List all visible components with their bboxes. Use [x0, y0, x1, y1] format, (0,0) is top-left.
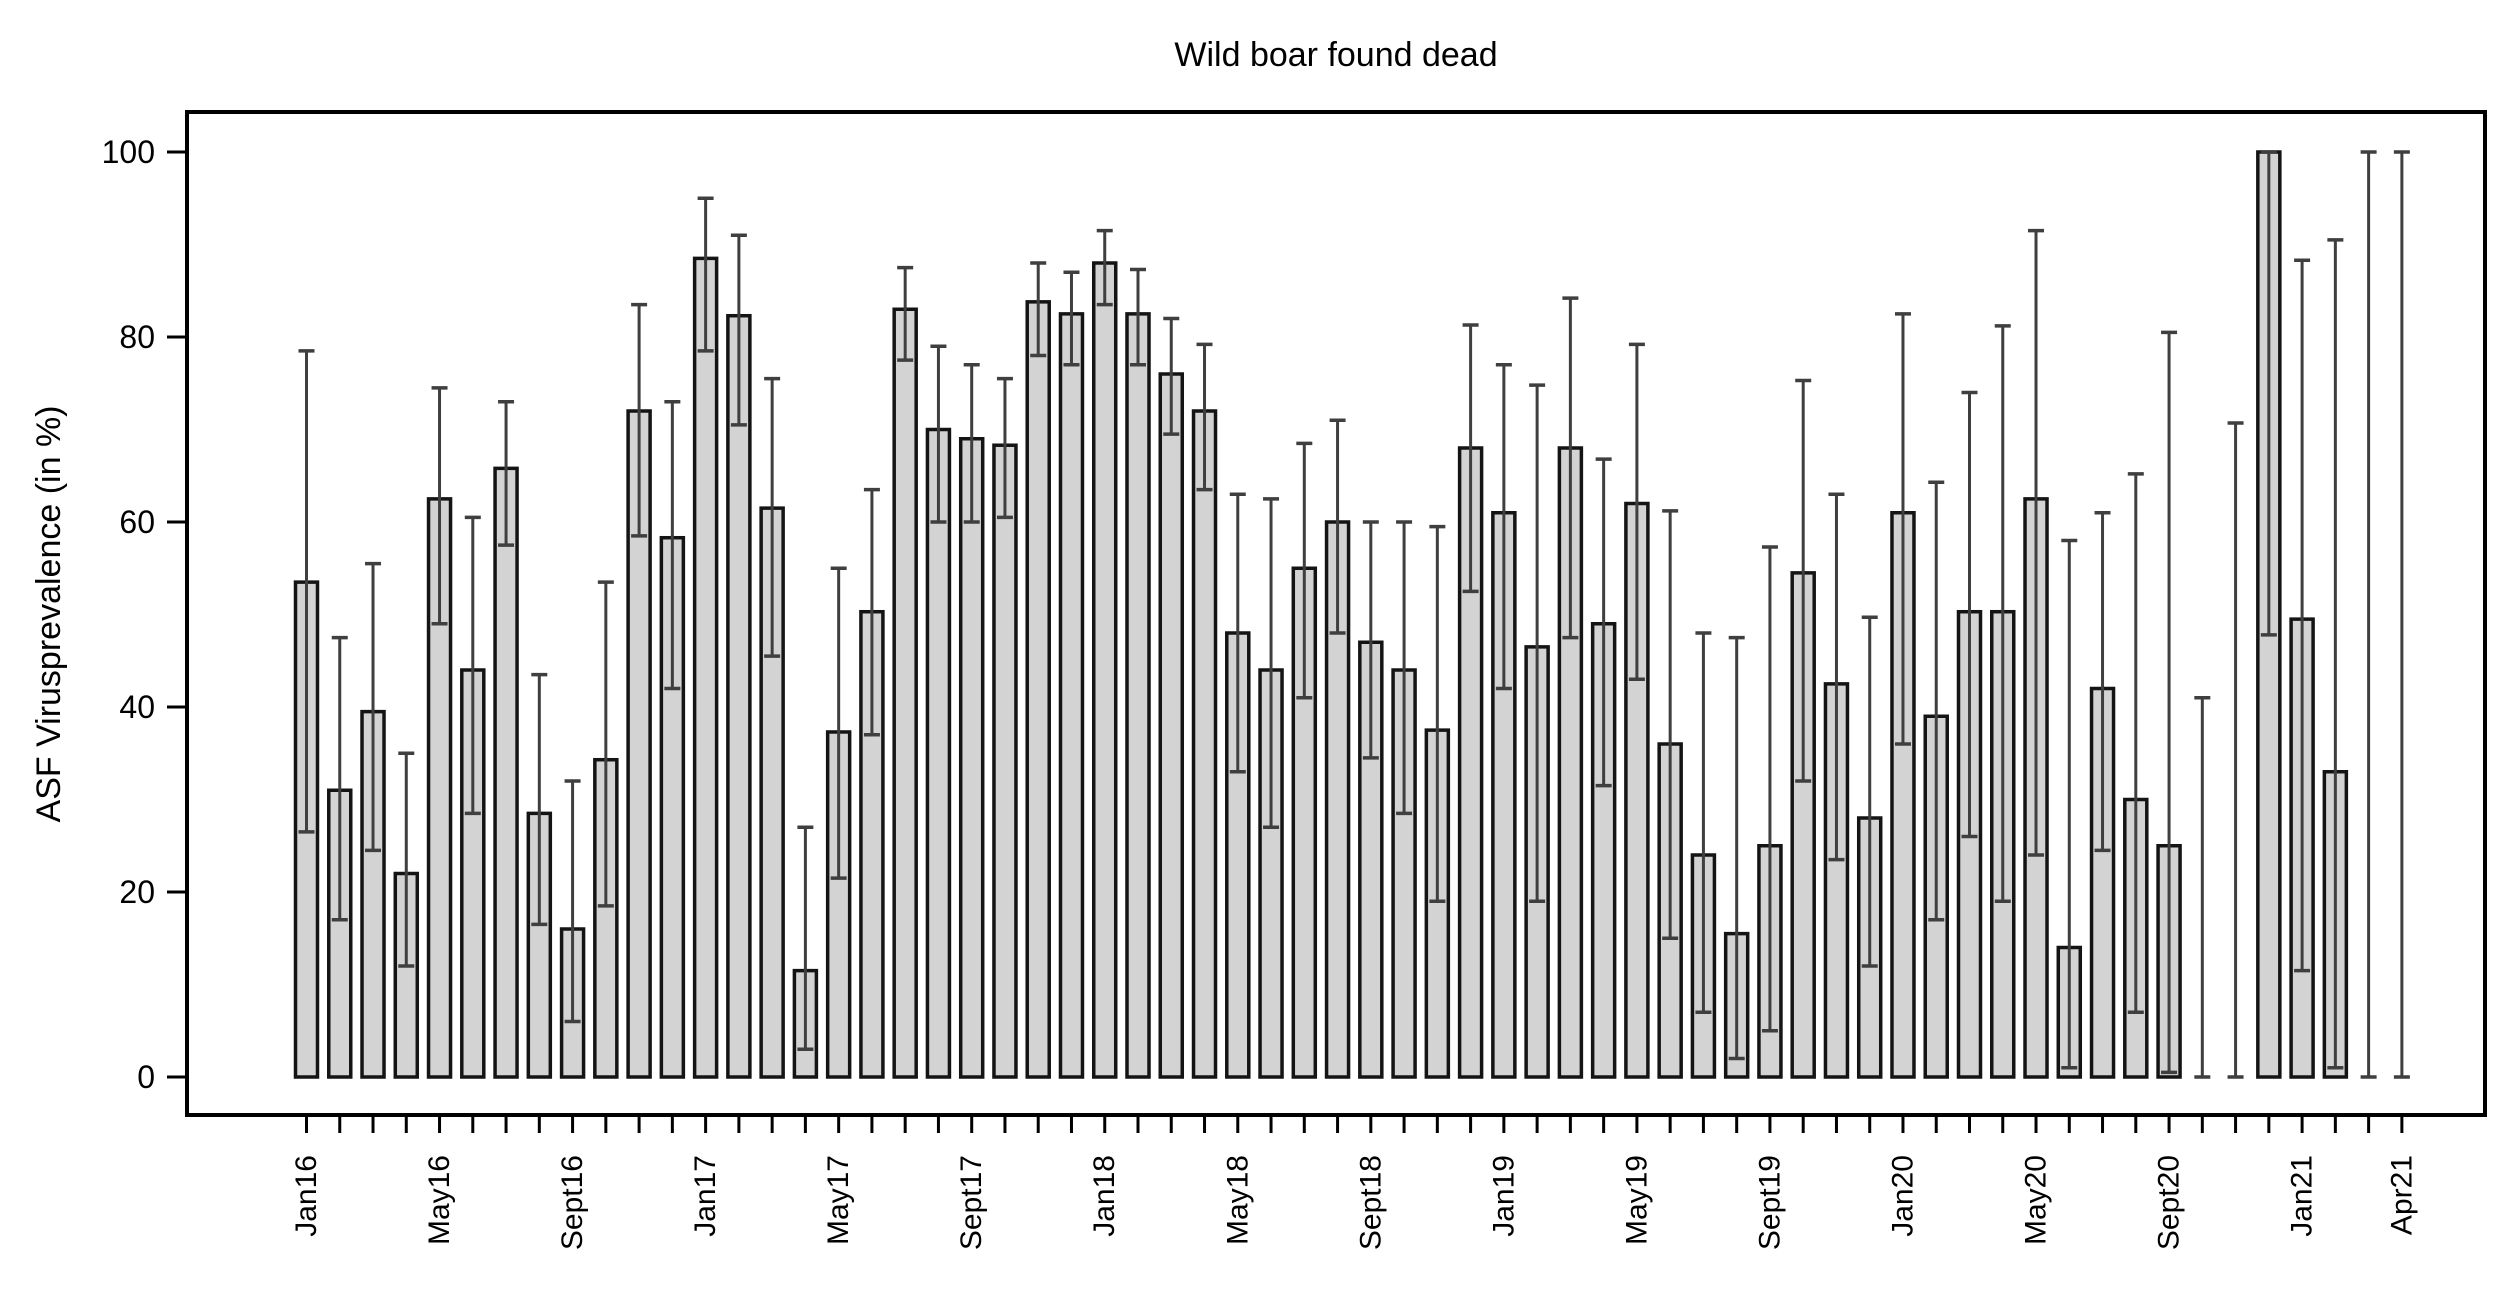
x-tick-label: Jan21 [2286, 1155, 2319, 1237]
bar-Oct17 [992, 443, 1018, 1079]
bar-Jul17 [892, 307, 918, 1079]
x-tick-label: Apr21 [2385, 1155, 2418, 1235]
y-tick-label: 60 [119, 504, 155, 540]
bar-Apr18 [1191, 409, 1218, 1079]
bar-Feb18 [1125, 312, 1151, 1079]
y-tick-label: 20 [119, 874, 155, 910]
bar-Jan18 [1091, 261, 1118, 1079]
bar-Mar18 [1158, 372, 1185, 1079]
x-tick-label: May19 [1620, 1155, 1653, 1245]
x-tick-label: May16 [423, 1155, 456, 1245]
x-tick-label: Jan16 [290, 1155, 323, 1237]
bar-Jul16 [493, 466, 519, 1079]
x-tick-label: May18 [1221, 1155, 1254, 1245]
bar-Nov17 [1025, 300, 1051, 1079]
y-tick-label: 80 [119, 319, 155, 355]
x-tick-label: May20 [2020, 1155, 2053, 1245]
plot-area: 0 20 40 60 80 100 Jan16 May16 Sept16 Jan17 May17 Se… [102, 110, 2487, 1250]
x-tick-label: Jan17 [689, 1155, 722, 1237]
y-tick-label: 0 [137, 1059, 155, 1095]
y-axis-title: ASF Virusprevalence (in %) [30, 406, 68, 823]
x-tick-label: Jan18 [1088, 1155, 1121, 1237]
bar-Jan17 [692, 256, 719, 1079]
x-tick-label: Sept20 [2153, 1155, 2186, 1250]
bar-Dec17 [1058, 312, 1085, 1079]
x-tick-label: May17 [822, 1155, 855, 1245]
x-tick-label: Sept17 [955, 1155, 988, 1250]
bar-Sept17 [958, 437, 985, 1079]
x-tick-label: Jan19 [1487, 1155, 1520, 1237]
x-tick-label: Sept16 [556, 1155, 589, 1250]
y-tick-label: 100 [102, 134, 155, 170]
x-tick-label: Sept19 [1753, 1155, 1786, 1250]
y-tick-label: 40 [119, 689, 155, 725]
plot-border [185, 110, 2487, 1117]
chart-title: Wild boar found dead [1174, 36, 1497, 74]
bar-Aug17 [925, 427, 952, 1079]
x-tick-label: Jan20 [1886, 1155, 1919, 1237]
bar-Feb17 [726, 313, 752, 1079]
x-tick-label: Sept18 [1354, 1155, 1387, 1250]
